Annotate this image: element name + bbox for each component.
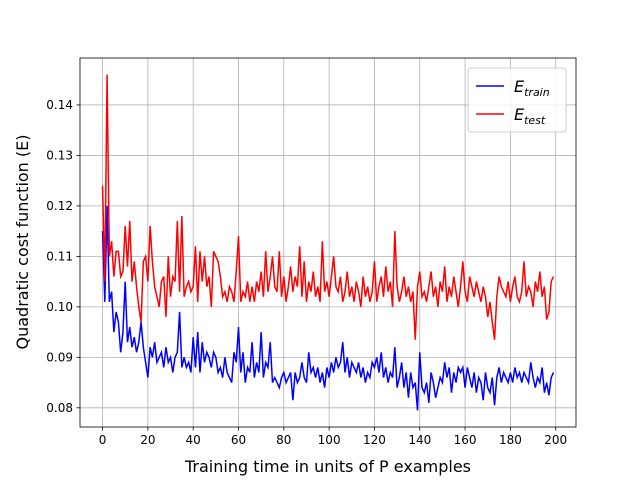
x-tick-label: 80	[276, 433, 291, 447]
data-line	[101, 74, 555, 340]
y-tick-label: 0.10	[46, 300, 73, 314]
y-tick-label: 0.11	[46, 249, 73, 263]
x-tick-label: 0	[99, 433, 107, 447]
legend-label: Etest	[514, 105, 546, 127]
y-tick-label: 0.09	[46, 350, 73, 364]
y-tick-label: 0.13	[46, 148, 73, 162]
x-tick-label: 100	[318, 433, 341, 447]
x-tick-label: 180	[499, 433, 522, 447]
y-axis-label: Quadratic cost function (E)	[13, 135, 32, 350]
x-tick-label: 120	[363, 433, 386, 447]
x-tick-label: 140	[408, 433, 431, 447]
y-tick-label: 0.12	[46, 199, 73, 213]
legend-label: Etrain	[514, 77, 550, 99]
data-line	[101, 205, 555, 411]
x-tick-label: 40	[186, 433, 201, 447]
x-tick-label: 200	[544, 433, 567, 447]
x-tick-label: 20	[140, 433, 155, 447]
x-tick-label: 160	[454, 433, 477, 447]
y-tick-label: 0.08	[46, 401, 73, 415]
legend-box	[467, 67, 567, 133]
x-tick-label: 60	[231, 433, 246, 447]
x-axis-label: Training time in units of P examples	[184, 457, 471, 476]
y-tick-label: 0.14	[46, 98, 73, 112]
plot-frame	[79, 57, 577, 428]
legend: Etrain Etest	[467, 67, 567, 133]
